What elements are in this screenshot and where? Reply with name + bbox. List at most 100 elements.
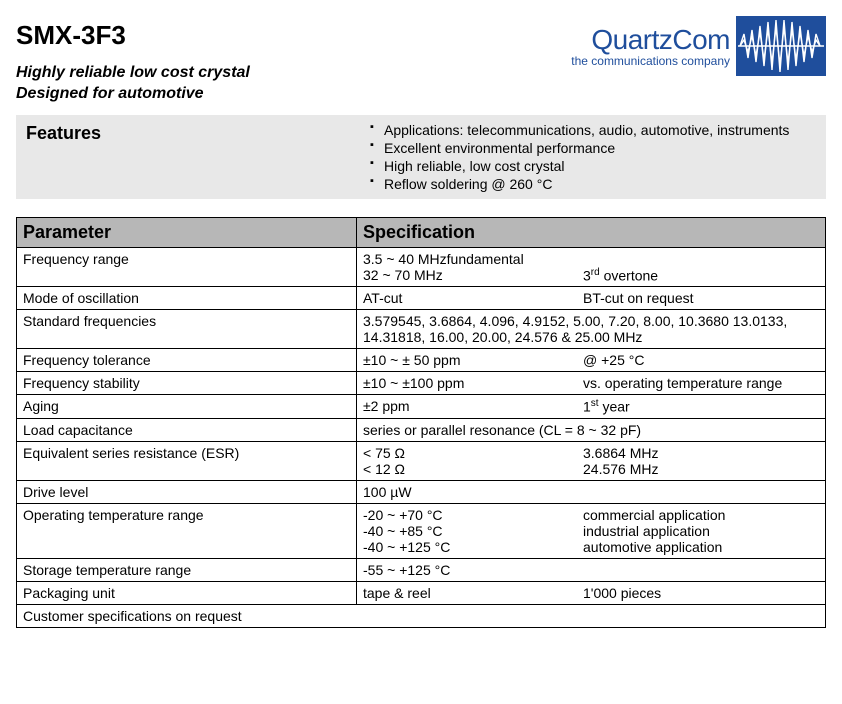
spec-line: -20 ~ +70 °Ccommercial application	[363, 507, 819, 523]
spec-note: BT-cut on request	[583, 290, 819, 306]
logo-tagline: the communications company	[571, 54, 730, 68]
spec-note: industrial application	[583, 523, 819, 539]
spec-note: 1'000 pieces	[583, 585, 819, 601]
subtitle-line-2: Designed for automotive	[16, 85, 204, 102]
features-section: Features Applications: telecommunication…	[16, 115, 826, 199]
document-header: SMX-3F3 Highly reliable low cost crystal…	[16, 16, 826, 105]
spec-full-text: 3.579545, 3.6864, 4.096, 4.9152, 5.00, 7…	[363, 313, 819, 345]
parameter-cell: Aging	[17, 395, 357, 419]
spec-value: 32 ~ 70 MHz	[363, 267, 583, 284]
features-list-item: Applications: telecommunications, audio,…	[370, 121, 820, 139]
table-row: Drive level 100 µW	[17, 480, 826, 503]
spec-value: -20 ~ +70 °C	[363, 507, 583, 523]
parameter-cell: Equivalent series resistance (ESR)	[17, 441, 357, 480]
table-row: Operating temperature range-20 ~ +70 °Cc…	[17, 503, 826, 558]
product-subtitle: Highly reliable low cost crystal Designe…	[16, 63, 571, 105]
specification-cell: ±10 ~ ± 50 ppm@ +25 °C	[357, 349, 826, 372]
features-list: Applications: telecommunications, audio,…	[362, 121, 820, 193]
parameter-cell: Packaging unit	[17, 581, 357, 604]
spec-value: -40 ~ +125 °C	[363, 539, 583, 555]
spec-note	[583, 484, 819, 500]
table-header-parameter: Parameter	[17, 217, 357, 247]
waveform-icon	[736, 16, 826, 76]
spec-value: AT-cut	[363, 290, 583, 306]
logo-company-name: QuartzCom	[571, 24, 730, 56]
table-footer-text: Customer specifications on request	[17, 604, 826, 627]
specification-cell: -55 ~ +125 °C	[357, 558, 826, 581]
table-row: Frequency tolerance ±10 ~ ± 50 ppm@ +25 °…	[17, 349, 826, 372]
table-row: Frequency range3.5 ~ 40 MHzfundamental32…	[17, 247, 826, 287]
specification-cell: ±2 ppm1st year	[357, 395, 826, 419]
spec-value: < 12 Ω	[363, 461, 583, 477]
spec-line: -55 ~ +125 °C	[363, 562, 819, 578]
spec-line: < 12 Ω24.576 MHz	[363, 461, 819, 477]
spec-note: @ +25 °C	[583, 352, 819, 368]
spec-line: ±2 ppm1st year	[363, 398, 819, 415]
features-list-item: Reflow soldering @ 260 °C	[370, 175, 820, 193]
parameter-cell: Mode of oscillation	[17, 287, 357, 310]
table-footer-row: Customer specifications on request	[17, 604, 826, 627]
spec-line: 100 µW	[363, 484, 819, 500]
spec-line: ±10 ~ ± 50 ppm@ +25 °C	[363, 352, 819, 368]
spec-line: AT-cutBT-cut on request	[363, 290, 819, 306]
spec-line: -40 ~ +85 °Cindustrial application	[363, 523, 819, 539]
spec-value: 100 µW	[363, 484, 583, 500]
features-heading: Features	[22, 121, 362, 193]
specification-cell: tape & reel1'000 pieces	[357, 581, 826, 604]
spec-value: 3.5 ~ 40 MHzfundamental	[363, 251, 583, 267]
spec-value: ±2 ppm	[363, 398, 583, 415]
specification-cell: < 75 Ω3.6864 MHz< 12 Ω24.576 MHz	[357, 441, 826, 480]
parameter-cell: Frequency tolerance	[17, 349, 357, 372]
spec-note: vs. operating temperature range	[583, 375, 819, 391]
table-row: Frequency stability ±10 ~ ±100 ppmvs. ope…	[17, 372, 826, 395]
subtitle-line-1: Highly reliable low cost crystal	[16, 64, 250, 81]
spec-note	[583, 251, 819, 267]
parameter-cell: Frequency range	[17, 247, 357, 287]
features-list-item: High reliable, low cost crystal	[370, 157, 820, 175]
spec-note: commercial application	[583, 507, 819, 523]
spec-value: -40 ~ +85 °C	[363, 523, 583, 539]
table-row: Aging ±2 ppm1st year	[17, 395, 826, 419]
spec-note: 24.576 MHz	[583, 461, 819, 477]
specification-cell: 100 µW	[357, 480, 826, 503]
spec-line: -40 ~ +125 °Cautomotive application	[363, 539, 819, 555]
spec-note: 3.6864 MHz	[583, 445, 819, 461]
logo-text: QuartzCom the communications company	[571, 24, 730, 68]
product-title: SMX-3F3	[16, 20, 571, 51]
specification-table: Parameter Specification Frequency range3…	[16, 217, 826, 628]
specification-cell: 3.5 ~ 40 MHzfundamental32 ~ 70 MHz3rd ov…	[357, 247, 826, 287]
specification-cell: -20 ~ +70 °Ccommercial application-40 ~ …	[357, 503, 826, 558]
parameter-cell: Operating temperature range	[17, 503, 357, 558]
spec-value: -55 ~ +125 °C	[363, 562, 583, 578]
specification-cell: 3.579545, 3.6864, 4.096, 4.9152, 5.00, 7…	[357, 310, 826, 349]
spec-value: ±10 ~ ±100 ppm	[363, 375, 583, 391]
company-logo: QuartzCom the communications company	[571, 16, 826, 76]
specification-cell: AT-cutBT-cut on request	[357, 287, 826, 310]
spec-line: tape & reel1'000 pieces	[363, 585, 819, 601]
spec-line: 3.5 ~ 40 MHzfundamental	[363, 251, 819, 267]
parameter-cell: Drive level	[17, 480, 357, 503]
table-row: Equivalent series resistance (ESR)< 75 Ω…	[17, 441, 826, 480]
spec-note: 1st year	[583, 398, 819, 415]
specification-cell: ±10 ~ ±100 ppmvs. operating temperature …	[357, 372, 826, 395]
spec-line: 32 ~ 70 MHz3rd overtone	[363, 267, 819, 284]
parameter-cell: Standard frequencies	[17, 310, 357, 349]
table-row: Packaging unit tape & reel1'000 pieces	[17, 581, 826, 604]
spec-value: ±10 ~ ± 50 ppm	[363, 352, 583, 368]
spec-note: automotive application	[583, 539, 819, 555]
table-row: Mode of oscillation AT-cutBT-cut on reque…	[17, 287, 826, 310]
table-row: Standard frequencies3.579545, 3.6864, 4.…	[17, 310, 826, 349]
spec-full-text: series or parallel resonance (CL = 8 ~ 3…	[363, 422, 819, 438]
parameter-cell: Load capacitance	[17, 418, 357, 441]
spec-note: 3rd overtone	[583, 267, 819, 284]
table-header-specification: Specification	[357, 217, 826, 247]
table-row: Load capacitance series or parallel reson…	[17, 418, 826, 441]
features-list-item: Excellent environmental performance	[370, 139, 820, 157]
spec-note	[583, 562, 819, 578]
spec-value: tape & reel	[363, 585, 583, 601]
parameter-cell: Storage temperature range	[17, 558, 357, 581]
parameter-cell: Frequency stability	[17, 372, 357, 395]
specification-cell: series or parallel resonance (CL = 8 ~ 3…	[357, 418, 826, 441]
spec-line: ±10 ~ ±100 ppmvs. operating temperature …	[363, 375, 819, 391]
spec-value: < 75 Ω	[363, 445, 583, 461]
